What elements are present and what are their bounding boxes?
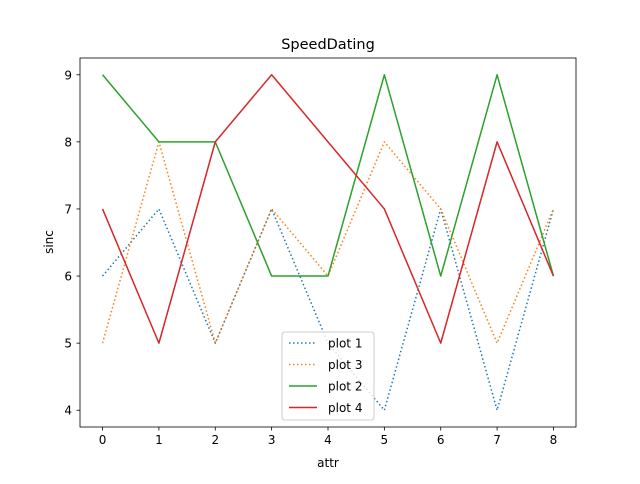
y-tick-label: 7 bbox=[64, 202, 72, 216]
x-tick-label: 5 bbox=[381, 433, 389, 447]
x-tick-label: 2 bbox=[211, 433, 219, 447]
y-axis-ticks: 4 5 6 7 8 9 bbox=[64, 68, 80, 418]
chart-title: SpeedDating bbox=[281, 37, 375, 53]
y-tick-label: 8 bbox=[64, 135, 72, 149]
y-tick-label: 5 bbox=[64, 337, 72, 351]
x-tick-label: 0 bbox=[99, 433, 107, 447]
legend-label-plot-1: plot 1 bbox=[328, 337, 362, 351]
x-tick-label: 3 bbox=[268, 433, 276, 447]
legend-label-plot-3: plot 3 bbox=[328, 358, 362, 372]
x-tick-label: 8 bbox=[550, 433, 558, 447]
legend-label-plot-2: plot 2 bbox=[328, 380, 362, 394]
legend-label-plot-4: plot 4 bbox=[328, 401, 362, 415]
y-tick-label: 4 bbox=[64, 404, 72, 418]
x-axis-ticks: 0 1 2 3 4 5 6 7 8 bbox=[99, 427, 558, 447]
series-line-plot-3 bbox=[101, 141, 555, 344]
x-tick-label: 4 bbox=[324, 433, 332, 447]
legend-box bbox=[281, 331, 375, 421]
y-axis-label: sinc bbox=[42, 230, 56, 254]
x-tick-label: 7 bbox=[493, 433, 501, 447]
legend: plot 1 plot 3 plot 2 plot 4 bbox=[281, 331, 375, 421]
series-line-plot-4 bbox=[101, 74, 555, 344]
y-tick-label: 9 bbox=[64, 68, 72, 82]
x-axis-label: attr bbox=[317, 456, 339, 470]
x-tick-label: 6 bbox=[437, 433, 445, 447]
x-tick-label: 1 bbox=[155, 433, 163, 447]
series-line-plot-2 bbox=[101, 74, 555, 277]
y-tick-label: 6 bbox=[64, 270, 72, 284]
